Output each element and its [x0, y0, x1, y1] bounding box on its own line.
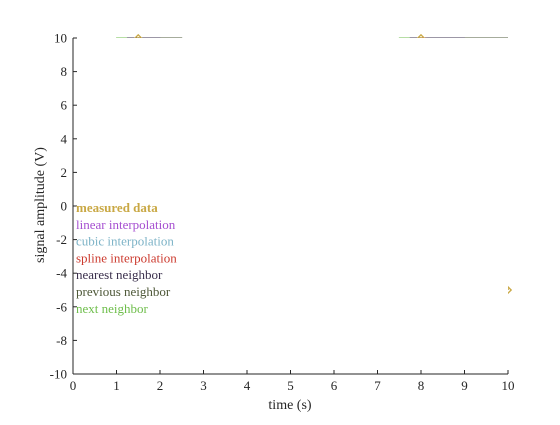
x-tick-label: 6 — [331, 378, 338, 393]
y-tick-label: 10 — [54, 31, 67, 46]
y-tick-label: 6 — [61, 98, 68, 113]
y-tick-label: -8 — [56, 333, 67, 348]
y-tick-label: 0 — [61, 199, 68, 214]
plot-area — [73, 38, 508, 374]
legend: measured data linear interpolation cubic i… — [76, 200, 177, 316]
x-axis-label: time (s) — [268, 398, 311, 413]
y-axis-label: signal amplitude (V) — [33, 147, 48, 263]
y-tick-label: 2 — [61, 165, 68, 180]
axes-layer: 0 1 2 3 4 5 6 7 8 9 10 -10 -8 -6 -4 -2 0 2 4 6 8 10 — [50, 31, 515, 394]
x-tick-label: 10 — [502, 378, 515, 393]
y-tick-label: -4 — [56, 266, 67, 281]
x-tick-label: 2 — [157, 378, 164, 393]
y-tick-label: -10 — [50, 367, 67, 382]
legend-item-measured-data: measured data — [76, 200, 158, 215]
legend-item-cubic-interpolation: cubic interpolation — [76, 234, 174, 249]
x-tick-label: 0 — [70, 378, 77, 393]
x-tick-label: 1 — [113, 378, 120, 393]
y-tick-label: 8 — [61, 64, 68, 79]
x-tick-label: 3 — [200, 378, 207, 393]
legend-item-linear-interpolation: linear interpolation — [76, 217, 176, 232]
x-tick-label: 4 — [244, 378, 251, 393]
legend-item-spline-interpolation: spline interpolation — [76, 250, 177, 265]
y-tick-label: -2 — [56, 232, 67, 247]
legend-item-next-neighbor: next neighbor — [76, 301, 149, 316]
y-tick-label: -6 — [56, 299, 67, 314]
x-tick-label: 9 — [461, 378, 468, 393]
x-tick-label: 7 — [374, 378, 381, 393]
legend-item-previous-neighbor: previous neighbor — [76, 284, 171, 299]
x-tick-label: 5 — [287, 378, 294, 393]
x-tick-label: 8 — [418, 378, 425, 393]
legend-item-nearest-neighbor: nearest neighbor — [76, 267, 163, 282]
y-tick-label: 4 — [61, 131, 68, 146]
